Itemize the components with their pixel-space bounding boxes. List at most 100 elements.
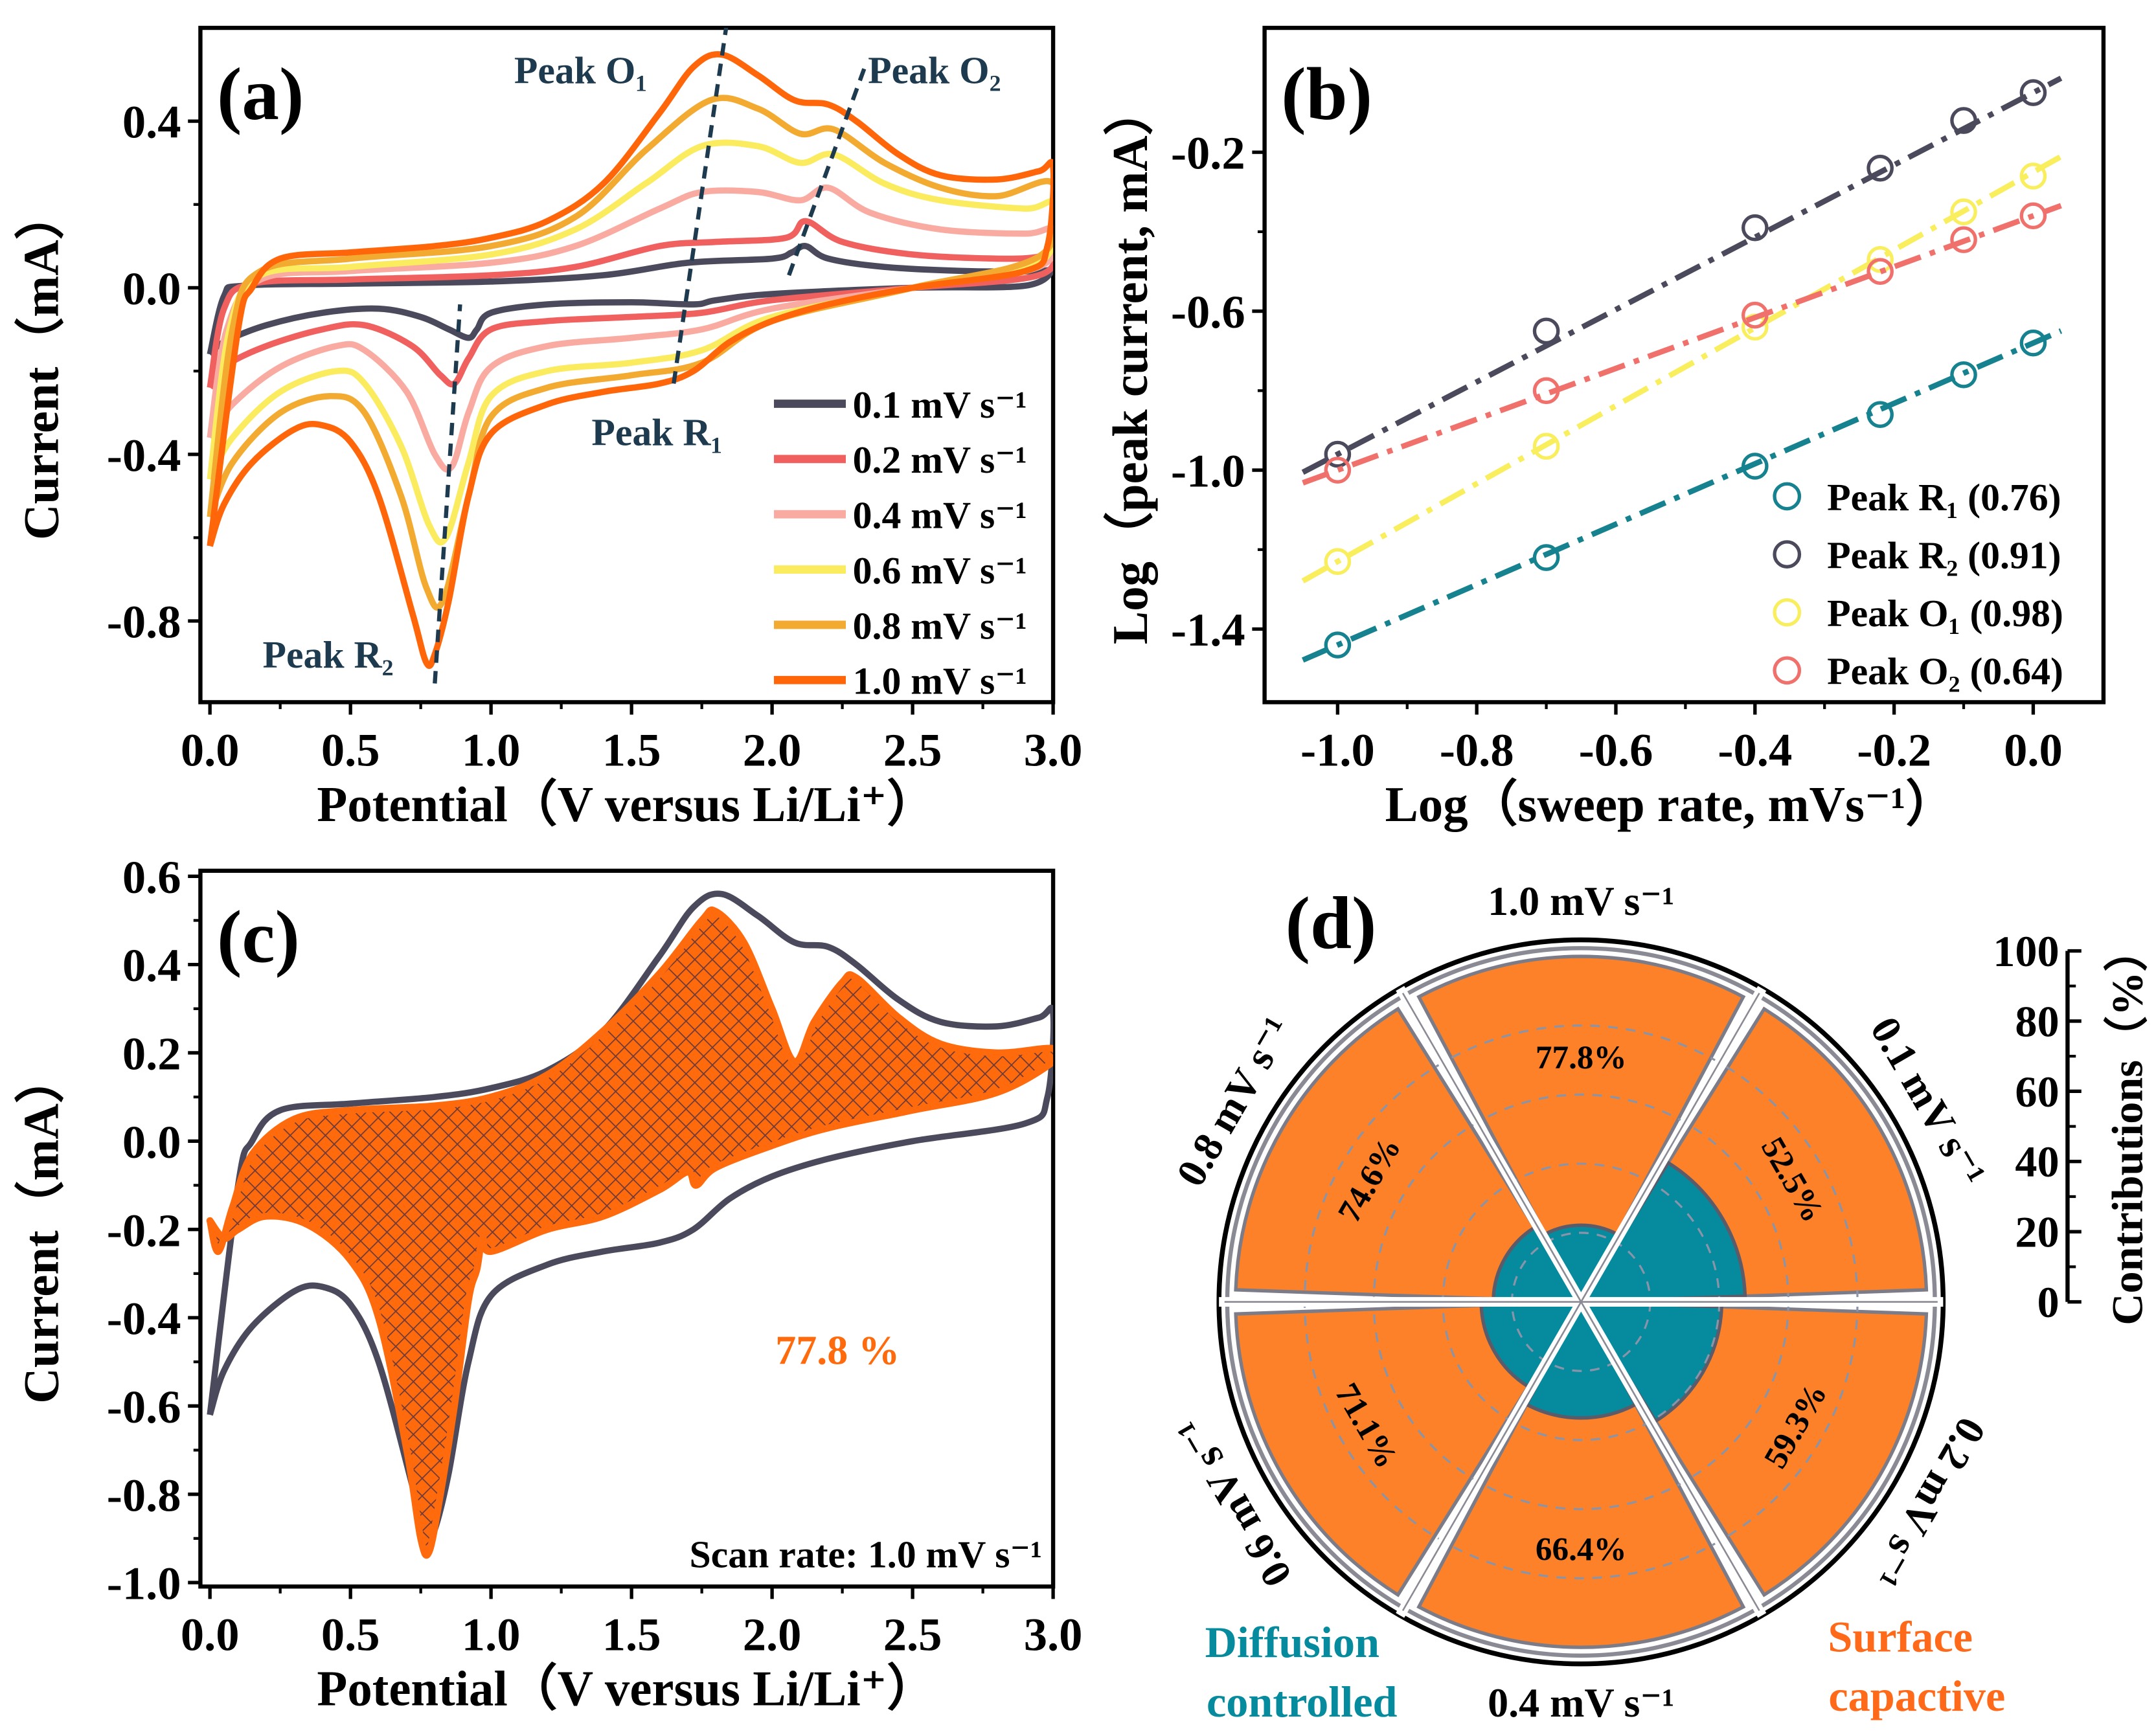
wedge-gap-edge: [1580, 993, 1760, 1303]
legend-label: 0.2 mV s⁻¹: [853, 438, 1027, 481]
x-tick-label: -0.6: [1579, 724, 1653, 776]
y-tick-label: -1.0: [107, 1557, 181, 1610]
legend-label: Peak O₁ (0.98): [1827, 592, 2063, 635]
data-point: [1532, 377, 1560, 405]
fit-line-1: [1301, 75, 2063, 475]
surface-wedge: [1234, 1006, 1585, 1304]
legend-marker: [1773, 540, 1802, 569]
scan-rate-label: Scan rate: 1.0 mV s⁻¹: [689, 1533, 1042, 1575]
scan-rate-category-label: 1.0 mV s⁻¹: [1488, 878, 1674, 924]
y-tick-label: 0.4: [122, 939, 181, 991]
x-tick-label: -0.8: [1440, 724, 1514, 776]
x-axis-label: Potential（V versus Li/Li⁺）: [317, 1662, 936, 1717]
data-point: [2019, 79, 2047, 106]
x-tick-label: 0.0: [181, 1608, 240, 1660]
scale-tick-label: 40: [2015, 1137, 2059, 1186]
cv-curve-4: [207, 95, 1054, 611]
diffusion-wedge: [1578, 1160, 1747, 1304]
plot-frame: [198, 25, 1056, 705]
panel-label: (d): [1286, 881, 1377, 964]
y-tick-label: 0.0: [122, 1116, 181, 1168]
legend-marker: [1773, 598, 1802, 627]
x-tick-label: 2.5: [883, 724, 942, 776]
x-tick-label: 1.0: [462, 724, 521, 776]
y-axis-label: Log（peak current, mA）: [1103, 85, 1158, 644]
surface-wedge: [1416, 1298, 1746, 1649]
data-point: [1950, 107, 1977, 134]
data-point: [2019, 163, 2047, 190]
x-axis-label: Log（sweep rate, mVs⁻¹）: [1385, 777, 1956, 832]
legend-label: Peak O₂ (0.64): [1827, 650, 2063, 693]
x-tick-label: 2.5: [883, 1608, 942, 1660]
wedge-gap-edge: [1401, 1301, 1582, 1612]
wedge-gap-edge: [1401, 993, 1582, 1303]
cv-curves: [207, 28, 1054, 684]
data-point: [1867, 154, 1894, 182]
scale-tick-label: 0: [2037, 1278, 2059, 1327]
y-tick-label: 0.4: [122, 96, 181, 148]
plot-frame: [1262, 25, 2106, 705]
legend-label: 0.4 mV s⁻¹: [853, 494, 1027, 537]
x-tick-label: 1.5: [602, 1608, 661, 1660]
cv-curve-3: [207, 139, 1054, 546]
x-tick-label: 0.5: [321, 724, 380, 776]
x-tick-label: -1.0: [1300, 724, 1375, 776]
legend-surface-line1: Surface: [1828, 1612, 1973, 1661]
scale-tick-label: 20: [2015, 1208, 2059, 1257]
scale-tick-label: 60: [2015, 1067, 2059, 1116]
scatter-area: [1301, 75, 2063, 663]
x-tick-label: 0.0: [2004, 724, 2063, 776]
panel-a-cv-curves: 0.0 0.5 1.0 1.5 2.0 2.5 3.0 0.4 0.0 -0.4 -0.8 Poten…: [14, 25, 1083, 832]
surface-wedge: [1416, 954, 1746, 1306]
data-point: [1867, 258, 1894, 286]
x-tick-label: 0.0: [181, 724, 240, 776]
x-tick-label: -0.4: [1718, 724, 1792, 776]
fit-line-2: [1301, 154, 2063, 583]
surface-percent-label: 77.8%: [1536, 1039, 1627, 1076]
peak-guide-line: [433, 304, 462, 684]
cv-curve-0: [207, 243, 1054, 357]
scan-rate-category-label: 0.4 mV s⁻¹: [1488, 1680, 1674, 1726]
y-axis-label: Current（mA）: [14, 1054, 69, 1403]
panel-label: (b): [1281, 52, 1372, 135]
capacitive-percent-label: 77.8 %: [775, 1327, 900, 1373]
y-tick-label: -1.4: [1171, 603, 1245, 656]
x-tick-label: 2.0: [743, 1608, 802, 1660]
surface-wedge: [1234, 1300, 1585, 1597]
fit-line-0: [1301, 328, 2063, 663]
data-point: [1324, 440, 1352, 468]
peak-annotation: Peak R₁: [591, 411, 722, 454]
data-point: [1741, 301, 1769, 329]
data-point: [1532, 544, 1560, 571]
y-tick-label: 0.2: [122, 1028, 181, 1080]
legend-label: 0.1 mV s⁻¹: [853, 383, 1027, 426]
data-point: [1950, 361, 1977, 389]
y-tick-label: 0.6: [122, 851, 181, 903]
data-point: [1324, 631, 1352, 659]
data-point: [1867, 246, 1894, 273]
peak-annotation: Peak O₂: [868, 49, 1001, 91]
x-tick-label: -0.2: [1857, 724, 1931, 776]
data-point: [1324, 548, 1352, 575]
legend-label: Peak R₁ (0.76): [1827, 476, 2061, 519]
legend-marker: [1773, 656, 1802, 685]
legend-label: Peak R₂ (0.91): [1827, 534, 2061, 576]
scale-tick-label: 80: [2015, 997, 2059, 1046]
y-tick-label: -0.4: [107, 1292, 181, 1345]
capacitive-area: [206, 906, 1054, 1559]
legend-diffusion-line2: controlled: [1207, 1677, 1398, 1726]
y-tick-label: 0.0: [122, 262, 181, 315]
x-tick-label: 3.0: [1024, 724, 1083, 776]
fit-line-3: [1302, 203, 2062, 486]
legend-label: 0.8 mV s⁻¹: [853, 604, 1027, 647]
wedge-gap-edge: [1580, 1301, 1760, 1612]
legend-label: 1.0 mV s⁻¹: [853, 660, 1027, 703]
cv-curve-1: [207, 218, 1054, 390]
y-tick-label: -1.0: [1171, 445, 1245, 497]
data-point: [1867, 401, 1894, 428]
y-axis-label: Current（mA）: [14, 190, 69, 539]
data-point: [2019, 329, 2047, 357]
y-tick-label: -0.6: [1171, 286, 1245, 338]
x-axis-label: Potential（V versus Li/Li⁺）: [317, 777, 936, 832]
